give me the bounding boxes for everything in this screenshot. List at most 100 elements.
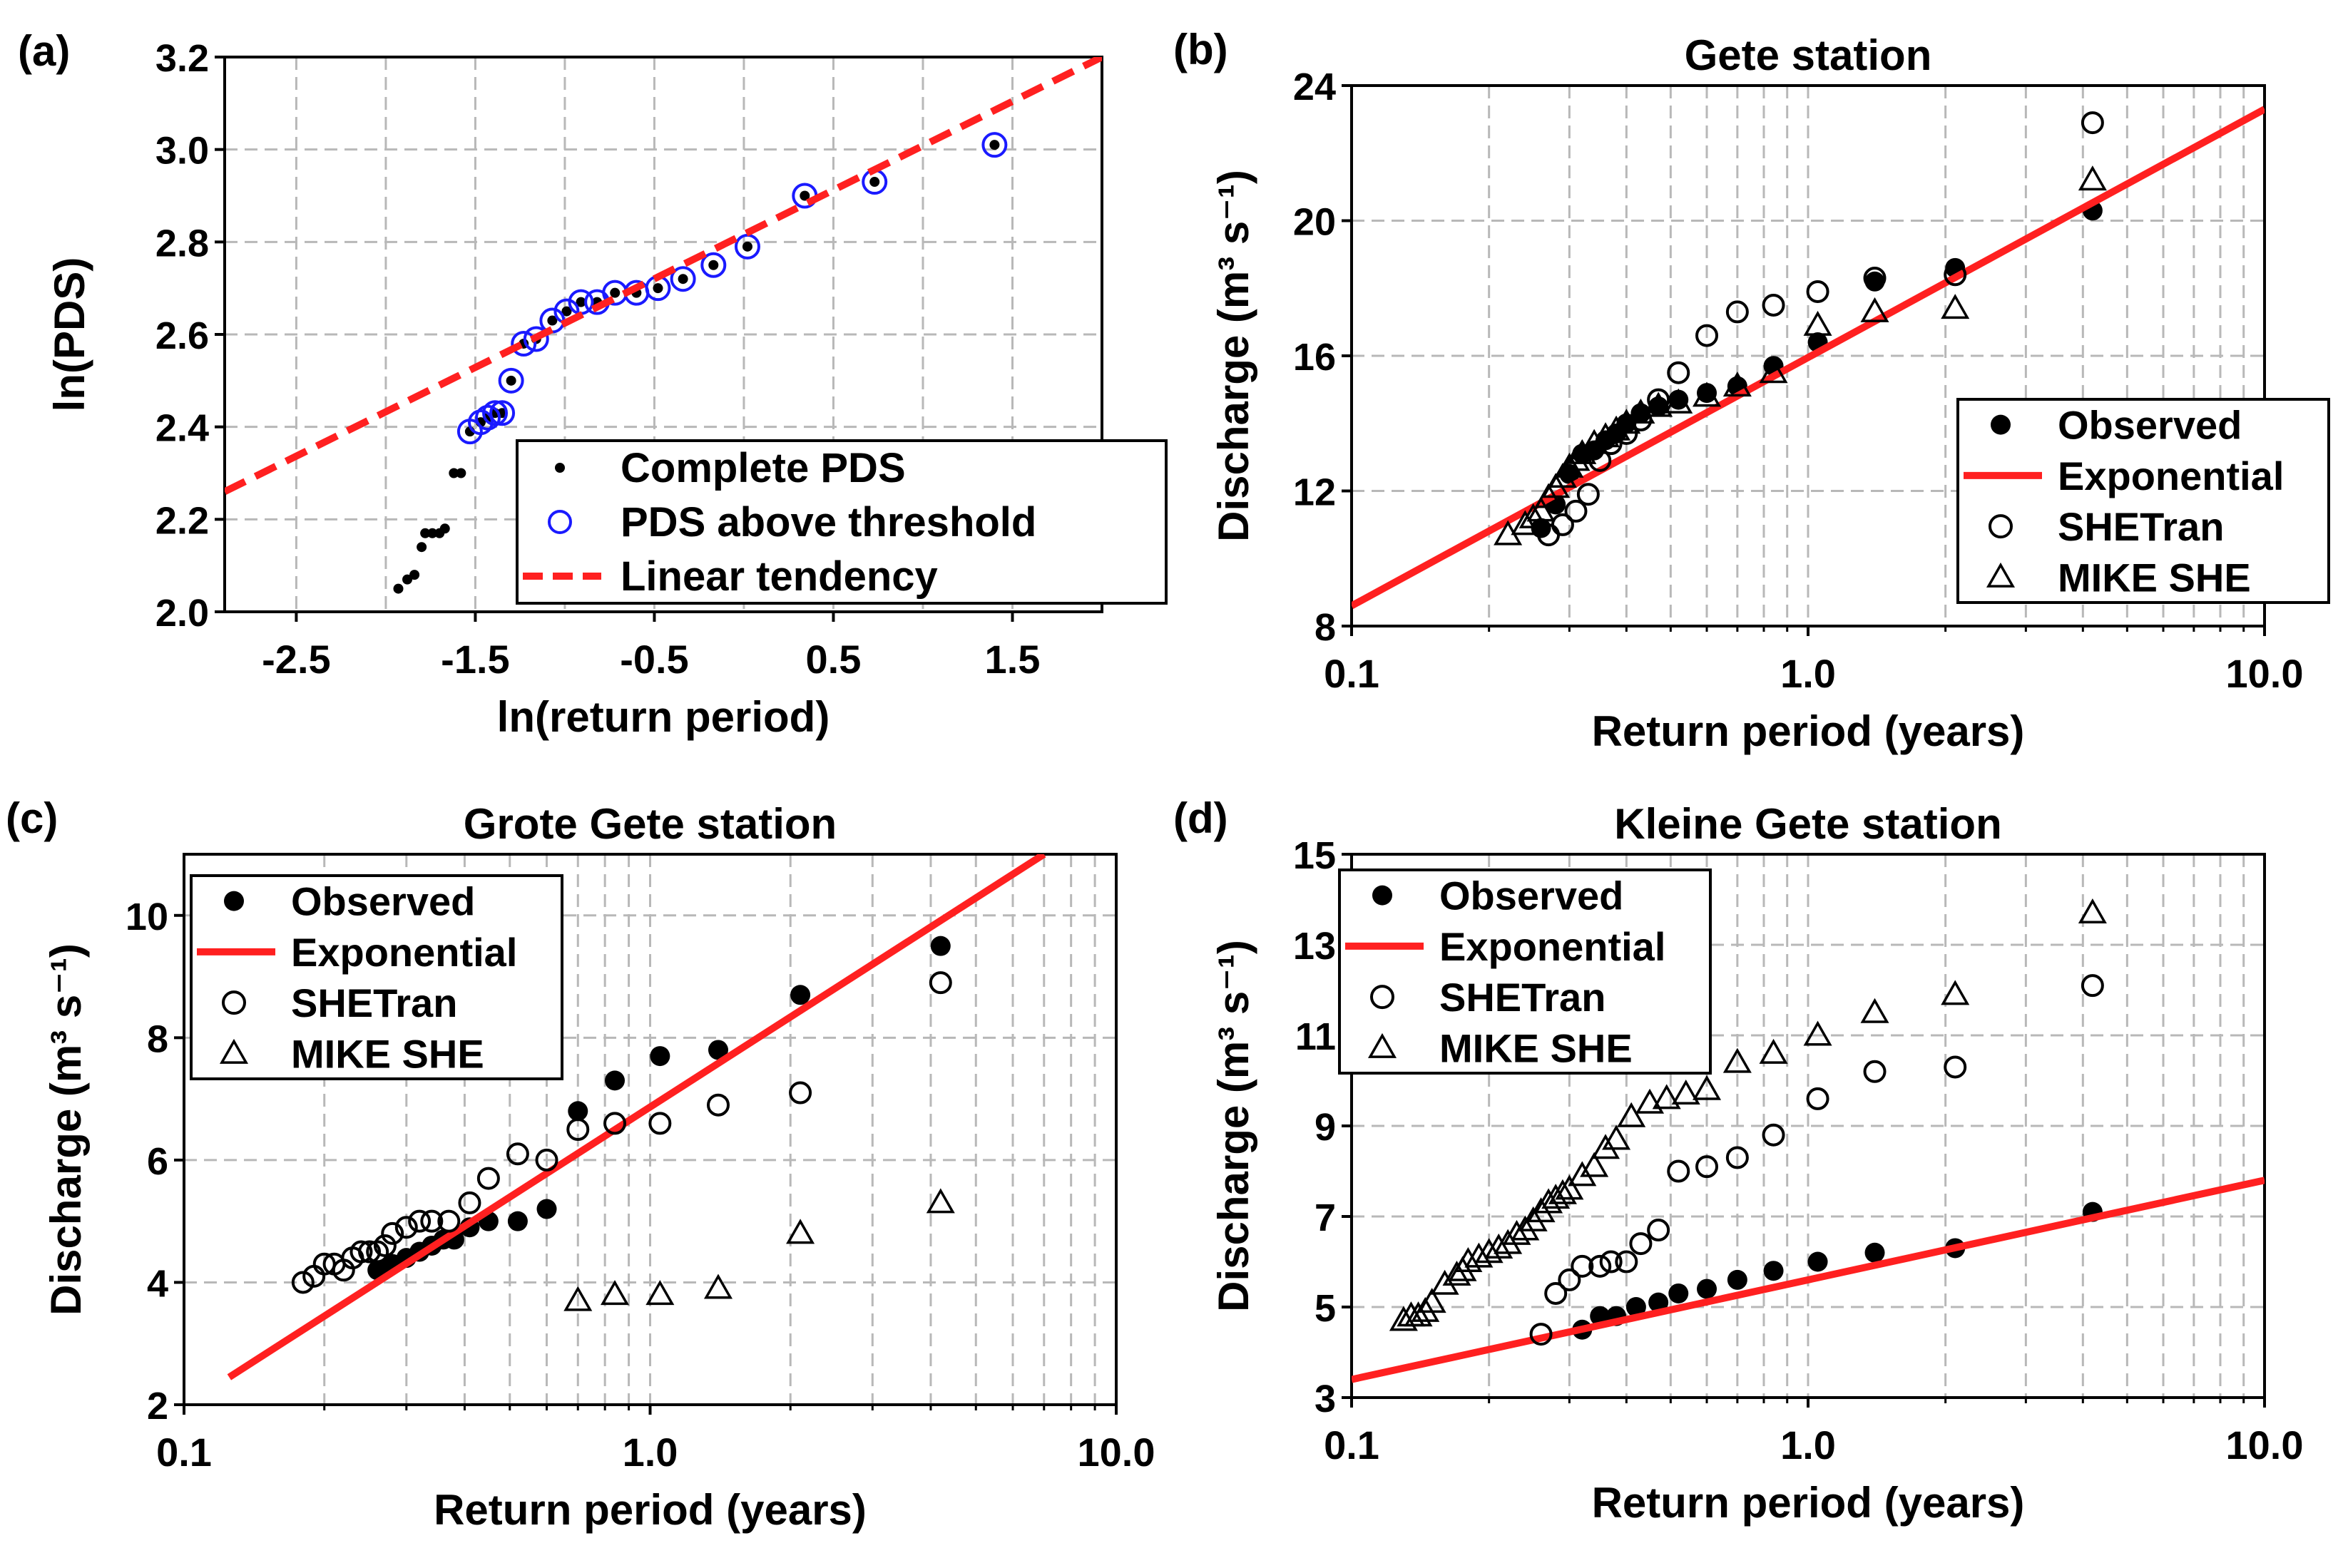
legend-d: Observed Exponential SHETran MIKE SHE <box>1338 868 1712 1075</box>
legend-label: SHETran <box>2058 504 2224 549</box>
data-point <box>1526 496 1556 522</box>
data-point <box>869 177 880 188</box>
legend-label: MIKE SHE <box>291 1031 484 1076</box>
data-point <box>420 528 431 538</box>
panel-label: (b) <box>1173 26 1228 73</box>
data-point <box>475 404 501 431</box>
series-mike-she <box>1494 165 2107 545</box>
data-point <box>1551 513 1574 536</box>
data-point <box>1615 1250 1638 1274</box>
data-point <box>703 1274 733 1299</box>
data-point <box>605 1070 626 1091</box>
data-point <box>511 330 537 357</box>
data-point <box>1518 503 1548 528</box>
data-point <box>1591 422 1620 448</box>
data-point <box>645 1280 675 1306</box>
data-point <box>708 1040 728 1060</box>
data-point <box>648 1112 672 1135</box>
data-point <box>929 971 952 995</box>
data-point <box>1602 415 1631 441</box>
y-tick-label: 2.0 <box>155 592 209 635</box>
data-point <box>1555 1174 1584 1200</box>
y-tick-label: 8 <box>147 1018 168 1060</box>
y-tick-label: 20 <box>1293 201 1336 244</box>
legend-marker <box>548 510 572 534</box>
series-mike-she <box>563 1188 955 1311</box>
x-tick-label: 0.1 <box>1324 651 1379 696</box>
x-tick-label: 10.0 <box>1078 1430 1155 1475</box>
legend-marker <box>1370 985 1394 1010</box>
data-point <box>1693 1075 1722 1100</box>
data-point <box>742 241 752 252</box>
data-point <box>786 1219 815 1244</box>
legend-marker <box>219 1038 249 1064</box>
data-point <box>373 1234 397 1257</box>
data-point <box>1664 388 1693 414</box>
data-point <box>1411 1296 1440 1322</box>
legend-marker <box>1372 885 1392 906</box>
data-point <box>506 375 516 386</box>
data-point <box>1697 383 1717 404</box>
data-point <box>1548 1179 1577 1204</box>
y-axis-label: Discharge (m³ s⁻¹) <box>1210 940 1257 1312</box>
data-point <box>708 260 719 270</box>
data-point <box>2078 898 2107 924</box>
data-point <box>1759 1038 1788 1064</box>
data-point <box>1561 446 1591 471</box>
panel-title: Gete station <box>1685 31 1932 79</box>
panel-b: 8 12 16 20 24 0.1 1.0 10.0 Return period (years)… <box>1173 26 2330 755</box>
data-point <box>1571 1254 1594 1278</box>
data-point <box>507 1211 528 1231</box>
data-point <box>449 468 459 478</box>
legend-marker <box>224 891 244 911</box>
data-point <box>1647 388 1670 411</box>
y-tick-label: 7 <box>1315 1197 1336 1239</box>
legend-label: Complete PDS <box>621 445 906 491</box>
data-point <box>706 1093 730 1117</box>
data-point <box>1697 1279 1717 1299</box>
data-point <box>1591 1134 1620 1159</box>
panel-c: 2 4 6 8 10 0.1 1.0 10.0 Return period (years) Dis… <box>6 794 1155 1534</box>
data-point <box>1625 1297 1646 1317</box>
legend-label: Observed <box>291 879 475 924</box>
data-point <box>381 1221 404 1245</box>
x-tick-label: -1.5 <box>441 637 510 682</box>
data-point <box>523 326 549 352</box>
data-point <box>603 1112 627 1135</box>
data-point <box>1588 1254 1612 1278</box>
series-exponential <box>1352 106 2265 609</box>
data-point <box>1602 1124 1631 1150</box>
data-point <box>1430 1269 1459 1295</box>
data-point <box>576 297 586 307</box>
data-point <box>1695 1155 1719 1179</box>
data-point <box>1564 499 1588 523</box>
data-point <box>498 367 524 394</box>
y-tick-label: 2.8 <box>155 222 209 265</box>
data-point <box>1806 280 1829 303</box>
legend-c: Observed Exponential SHETran MIKE SHE <box>190 874 563 1080</box>
legend-box <box>1338 868 1712 1075</box>
trend-line <box>227 854 1046 1380</box>
legend-label: Observed <box>2058 403 2242 448</box>
panel-title: Kleine Gete station <box>1614 800 2001 848</box>
data-point <box>402 574 413 585</box>
series-observed <box>367 936 951 1281</box>
grid-b <box>1352 86 2265 626</box>
data-point <box>1464 1242 1494 1268</box>
data-point <box>1722 371 1752 397</box>
y-tick-label: 10 <box>126 896 168 938</box>
data-point <box>427 528 438 538</box>
data-point <box>476 1167 500 1190</box>
data-point <box>790 985 811 1005</box>
ticks-b: 8 12 16 20 24 0.1 1.0 10.0 <box>1293 66 2304 696</box>
data-point <box>1629 1232 1653 1256</box>
y-tick-label: 3.0 <box>155 130 209 173</box>
x-tick-label: 0.5 <box>806 637 862 682</box>
data-point <box>1803 310 1832 336</box>
x-axis-label: Return period (years) <box>1592 1479 2025 1527</box>
data-point <box>1442 1261 1471 1286</box>
data-point <box>1944 1055 1967 1079</box>
data-point <box>1580 429 1609 454</box>
data-point <box>1671 1080 1700 1105</box>
